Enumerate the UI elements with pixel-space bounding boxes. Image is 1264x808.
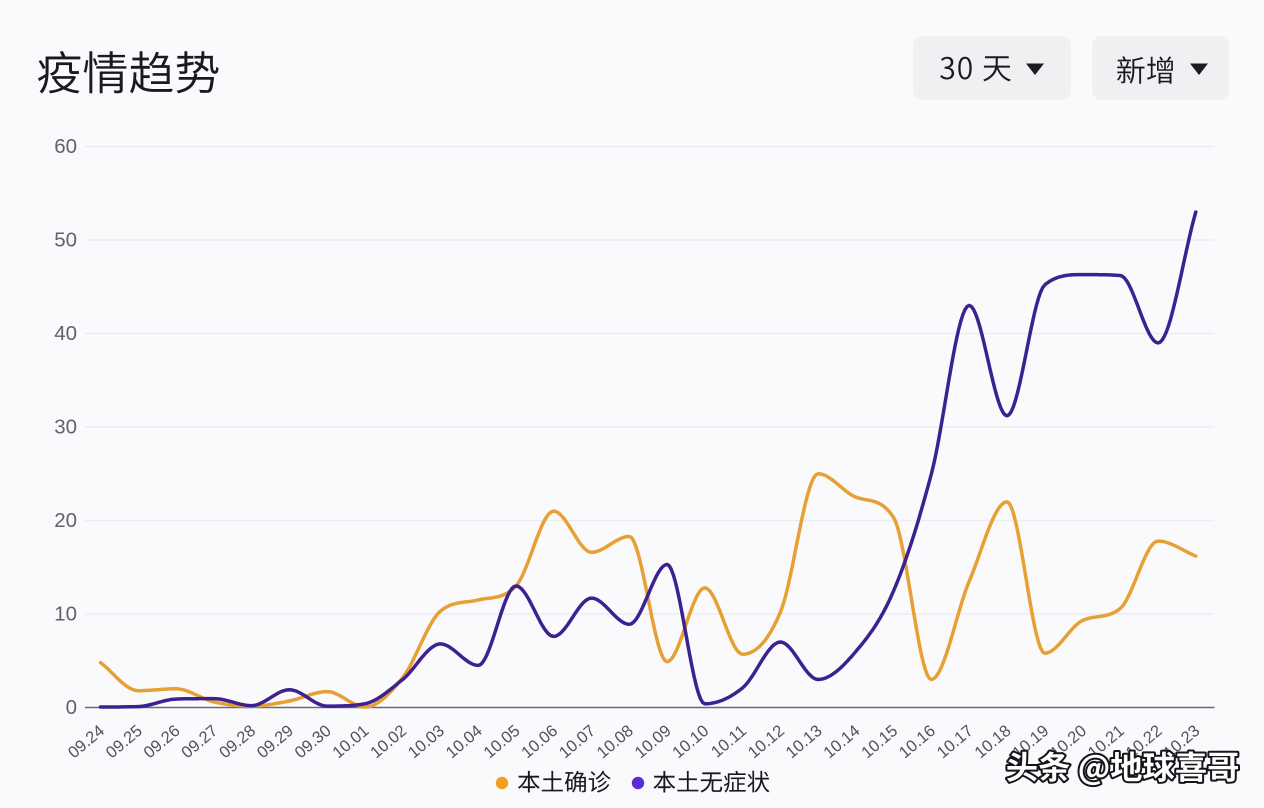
svg-text:50: 50 bbox=[54, 229, 77, 252]
svg-text:10.09: 10.09 bbox=[631, 722, 674, 762]
svg-text:10.02: 10.02 bbox=[367, 722, 410, 762]
svg-text:10.01: 10.01 bbox=[329, 722, 372, 762]
svg-text:10.10: 10.10 bbox=[669, 722, 712, 762]
svg-text:10.05: 10.05 bbox=[480, 722, 523, 762]
svg-text:10: 10 bbox=[54, 603, 77, 626]
svg-text:10.08: 10.08 bbox=[594, 722, 637, 762]
svg-text:09.24: 09.24 bbox=[65, 722, 108, 762]
svg-text:09.26: 09.26 bbox=[140, 722, 183, 762]
svg-text:40: 40 bbox=[54, 322, 77, 345]
svg-text:30: 30 bbox=[54, 416, 77, 439]
svg-text:10.06: 10.06 bbox=[518, 722, 561, 762]
svg-text:09.29: 09.29 bbox=[254, 722, 297, 762]
svg-text:10.16: 10.16 bbox=[896, 722, 939, 762]
svg-text:10.11: 10.11 bbox=[708, 722, 750, 762]
svg-text:09.25: 09.25 bbox=[103, 722, 146, 762]
svg-text:0: 0 bbox=[66, 696, 77, 719]
svg-text:10.12: 10.12 bbox=[745, 722, 788, 762]
svg-text:60: 60 bbox=[54, 135, 77, 158]
svg-text:09.30: 09.30 bbox=[291, 722, 334, 762]
svg-text:10.18: 10.18 bbox=[971, 722, 1014, 762]
svg-text:09.27: 09.27 bbox=[178, 722, 221, 762]
svg-text:09.28: 09.28 bbox=[216, 722, 259, 762]
svg-text:10.07: 10.07 bbox=[556, 722, 599, 762]
svg-text:10.14: 10.14 bbox=[820, 722, 863, 762]
svg-text:20: 20 bbox=[54, 509, 77, 532]
svg-text:10.13: 10.13 bbox=[782, 722, 825, 762]
svg-text:10.03: 10.03 bbox=[405, 722, 448, 762]
svg-text:10.04: 10.04 bbox=[443, 722, 486, 762]
svg-text:10.17: 10.17 bbox=[934, 722, 977, 762]
svg-text:10.15: 10.15 bbox=[858, 722, 901, 762]
